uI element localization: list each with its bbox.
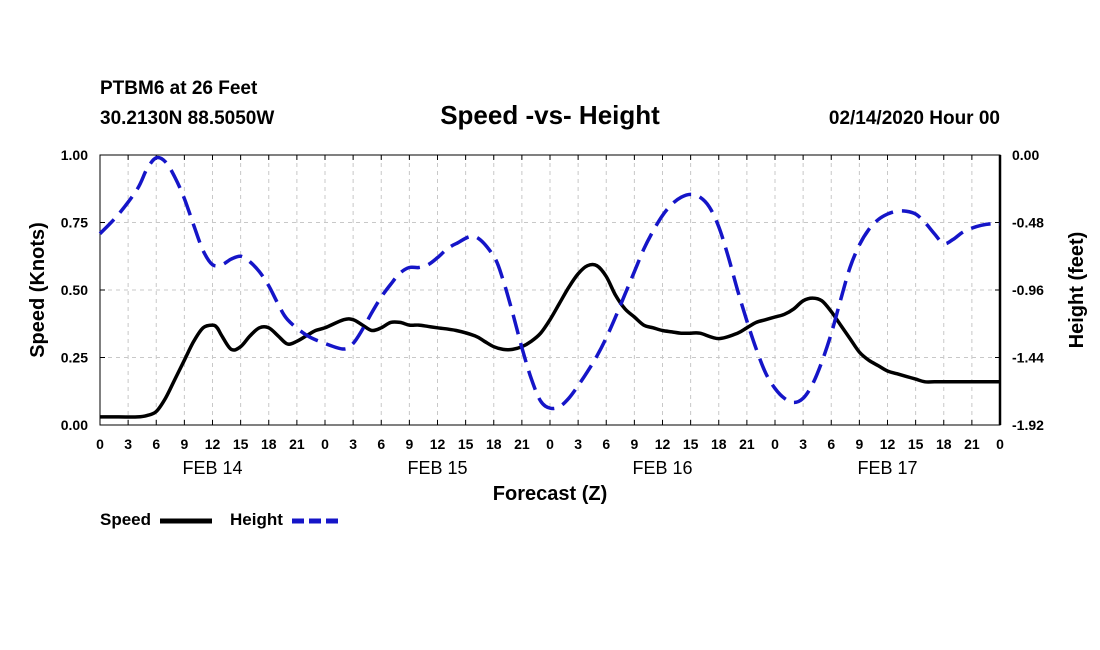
- legend: Speed Height: [100, 510, 342, 529]
- x-tick-label: 12: [205, 436, 221, 452]
- x-tick-label: 0: [546, 436, 554, 452]
- station-coordinates: 30.2130N 88.5050W: [100, 108, 274, 129]
- series: [98, 155, 1001, 419]
- x-tick-label: 6: [827, 436, 835, 452]
- x-tick-label: 9: [180, 436, 188, 452]
- y-axis-left-label: Speed (Knots): [27, 222, 49, 358]
- x-tick-label: 9: [855, 436, 863, 452]
- x-tick-label: 21: [739, 436, 755, 452]
- x-tick-label: 3: [799, 436, 807, 452]
- x-tick-label: 6: [377, 436, 385, 452]
- x-tick-label: 9: [630, 436, 638, 452]
- x-tick-label: 15: [683, 436, 699, 452]
- y-left-tick-label: 0.75: [61, 215, 88, 231]
- series-line-height: [98, 155, 1001, 411]
- y-right-tick-label: -0.48: [1012, 215, 1044, 231]
- x-tick-label: 15: [233, 436, 249, 452]
- x-tick-label: 3: [574, 436, 582, 452]
- y-left-tick-label: 0.50: [61, 282, 88, 298]
- chart-title: Speed -vs- Height: [440, 100, 660, 130]
- y-right-tick-label: -1.44: [1012, 350, 1044, 366]
- x-tick-label: 15: [458, 436, 474, 452]
- axis-ticks: 0 3 6 9 12 15 18 21 0 3 6 9 12 15 18 21 0 3 6 9 12 15 18 21 0 3 6 9…: [61, 147, 1044, 478]
- x-tick-label: 15: [908, 436, 924, 452]
- x-tick-label: 18: [486, 436, 502, 452]
- series-line-speed: [100, 262, 1000, 419]
- y-axis-right-label: Height (feet): [1066, 232, 1088, 349]
- y-right-tick-label: -1.92: [1012, 417, 1044, 433]
- x-tick-label: 9: [405, 436, 413, 452]
- station-name: PTBM6 at 26 Feet: [100, 78, 258, 99]
- x-tick-label: 3: [349, 436, 357, 452]
- forecast-datetime: 02/14/2020 Hour 00: [829, 108, 1000, 129]
- legend-height-label: Height: [230, 510, 283, 529]
- x-tick-label: 0: [321, 436, 329, 452]
- y-left-tick-label: 1.00: [61, 147, 88, 163]
- x-tick-label: 0: [996, 436, 1004, 452]
- x-tick-label: 6: [152, 436, 160, 452]
- x-tick-label: 6: [602, 436, 610, 452]
- y-left-tick-label: 0.25: [61, 350, 88, 366]
- x-tick-label: 0: [96, 436, 104, 452]
- x-tick-label: 21: [514, 436, 530, 452]
- x-tick-label: 21: [964, 436, 980, 452]
- y-right-tick-label: -0.96: [1012, 282, 1044, 298]
- x-tick-label: 3: [124, 436, 132, 452]
- y-right-tick-label: 0.00: [1012, 147, 1039, 163]
- day-label: FEB 17: [857, 458, 917, 478]
- x-axis-label: Forecast (Z): [493, 483, 607, 505]
- x-tick-label: 12: [655, 436, 671, 452]
- day-label: FEB 15: [407, 458, 467, 478]
- y-left-tick-label: 0.00: [61, 417, 88, 433]
- x-tick-label: 12: [430, 436, 446, 452]
- x-tick-label: 18: [261, 436, 277, 452]
- legend-speed-label: Speed: [100, 510, 151, 529]
- day-label: FEB 16: [632, 458, 692, 478]
- day-label: FEB 14: [182, 458, 242, 478]
- x-tick-label: 18: [936, 436, 952, 452]
- x-tick-label: 12: [880, 436, 896, 452]
- x-tick-label: 18: [711, 436, 727, 452]
- grid: [99, 154, 1001, 426]
- x-tick-label: 21: [289, 436, 305, 452]
- x-tick-label: 0: [771, 436, 779, 452]
